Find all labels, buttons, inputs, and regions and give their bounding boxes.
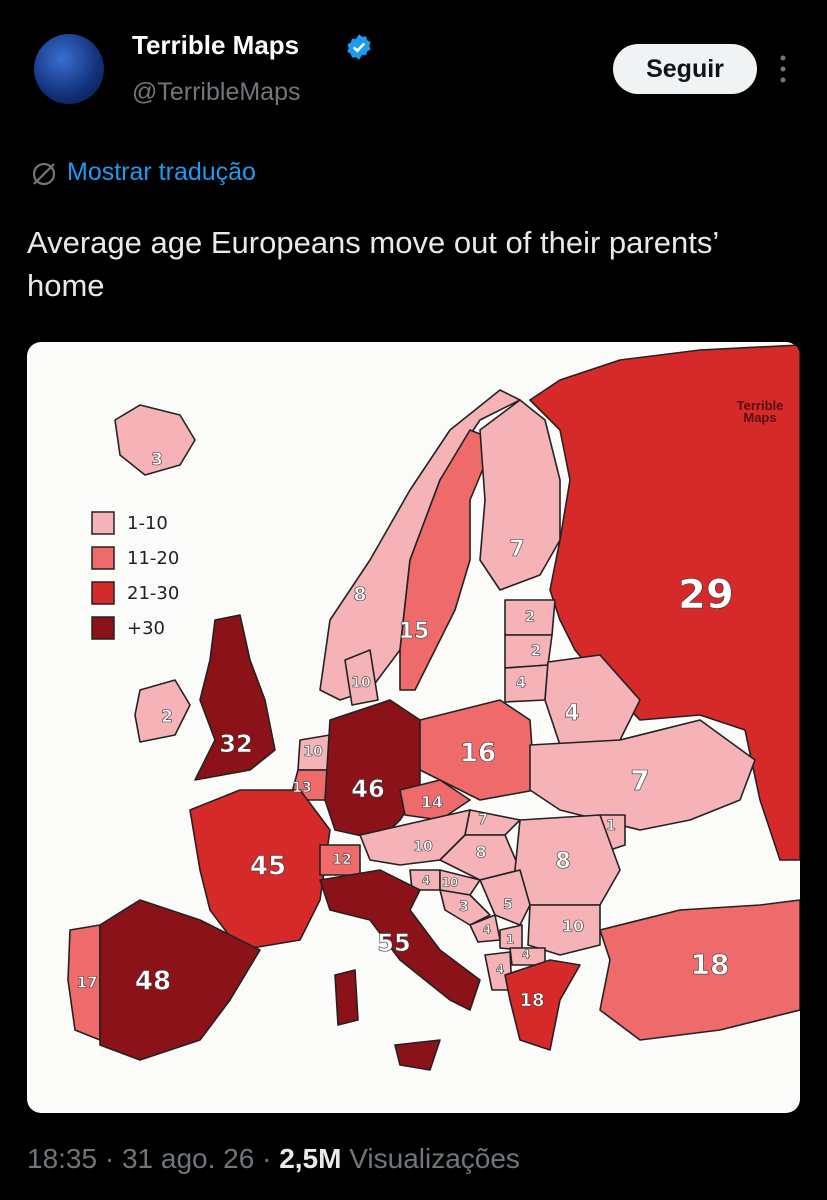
author-name[interactable]: Terrible Maps	[132, 30, 300, 60]
country	[529, 344, 800, 861]
follow-button[interactable]: Seguir	[613, 44, 757, 94]
region-label: 4	[496, 963, 504, 977]
country	[504, 664, 549, 703]
region-label: 29	[678, 572, 734, 618]
region-label: 46	[351, 775, 384, 803]
region-label: 10	[413, 839, 433, 855]
region-label: 18	[519, 990, 544, 1011]
separator: ·	[262, 1143, 272, 1174]
views-label: Visualizações	[349, 1143, 520, 1174]
region-label: 2	[525, 608, 535, 626]
country	[134, 679, 191, 743]
tweet-text: Average age Europeans move out of their …	[27, 225, 719, 303]
region-label: 10	[562, 917, 584, 936]
date: 31 ago. 26	[121, 1143, 255, 1174]
legend-label: 11-20	[127, 548, 179, 569]
region-label: 48	[135, 967, 171, 997]
region-label: 4	[564, 701, 579, 726]
country	[504, 634, 553, 669]
region-label: 18	[691, 948, 730, 981]
translate-link[interactable]: Mostrar tradução	[67, 158, 256, 186]
region-label: 16	[460, 739, 496, 769]
region-label: 13	[292, 780, 311, 796]
country	[319, 869, 481, 1011]
country	[399, 779, 471, 821]
country	[344, 649, 379, 706]
tweet-footer: 18:35 · 31 ago. 26 · 2,5M Visualizações	[27, 1143, 520, 1175]
region-label: 10	[442, 876, 459, 890]
country	[194, 614, 276, 781]
country	[324, 699, 421, 841]
country	[189, 789, 331, 951]
region-label: 4	[422, 874, 430, 888]
region-label: 7	[630, 764, 649, 797]
time: 18:35	[27, 1143, 98, 1174]
country	[479, 869, 531, 926]
sardinia	[334, 969, 359, 1026]
region-label: 17	[77, 974, 98, 992]
region-label: 1	[506, 933, 514, 947]
country	[439, 889, 491, 926]
region-label: 10	[303, 744, 323, 760]
region-label: 8	[353, 584, 366, 606]
country	[464, 809, 521, 836]
region-label: 12	[332, 852, 351, 868]
author-handle[interactable]: @TerribleMaps	[132, 78, 301, 106]
region-label: 55	[377, 929, 410, 957]
avatar[interactable]	[34, 34, 104, 104]
country	[504, 959, 581, 1051]
region-label: 7	[478, 812, 488, 828]
watermark: Terrible Maps	[736, 398, 784, 425]
region-label: 1	[606, 818, 616, 834]
legend-swatch	[91, 581, 115, 605]
map-image[interactable]: 3 2 32 8 15 7 29 2 2 4 4 10 10 13 46 16 14 7 45 12 10 7 8 1 8 4 10…	[27, 342, 800, 1113]
legend-swatch	[91, 511, 115, 535]
country	[67, 924, 101, 1041]
country	[399, 429, 496, 691]
translate-icon	[32, 162, 56, 186]
legend-swatch	[91, 616, 115, 640]
country	[114, 404, 196, 476]
region-label: 32	[219, 730, 252, 758]
legend-label: 1-10	[127, 513, 168, 534]
region-label: 14	[421, 793, 443, 812]
region-label: 5	[503, 897, 513, 913]
country	[99, 899, 261, 1061]
more-menu[interactable]	[778, 54, 788, 84]
region-label: 4	[516, 674, 526, 692]
region-label: 10	[351, 675, 371, 691]
region-label: 15	[399, 619, 430, 644]
country	[527, 904, 601, 956]
region-label: 2	[161, 707, 173, 727]
country	[529, 719, 756, 831]
region-label: 4	[522, 948, 530, 962]
region-label: 4	[483, 923, 491, 937]
region-label: 45	[250, 852, 286, 882]
region-label: 7	[509, 537, 524, 562]
separator: ·	[104, 1143, 115, 1174]
country	[599, 899, 800, 1041]
legend-label: 21-30	[127, 583, 179, 604]
sicily	[394, 1039, 441, 1071]
legend-swatch	[91, 546, 115, 570]
legend-label: +30	[127, 618, 165, 639]
verified-badge	[347, 34, 371, 60]
country	[479, 399, 561, 591]
region-label: 8	[555, 849, 570, 874]
region-label: 8	[475, 843, 486, 862]
views-count: 2,5M	[279, 1143, 342, 1174]
region-label: 2	[531, 642, 541, 660]
region-label: 3	[151, 450, 163, 470]
region-label: 3	[459, 899, 469, 915]
